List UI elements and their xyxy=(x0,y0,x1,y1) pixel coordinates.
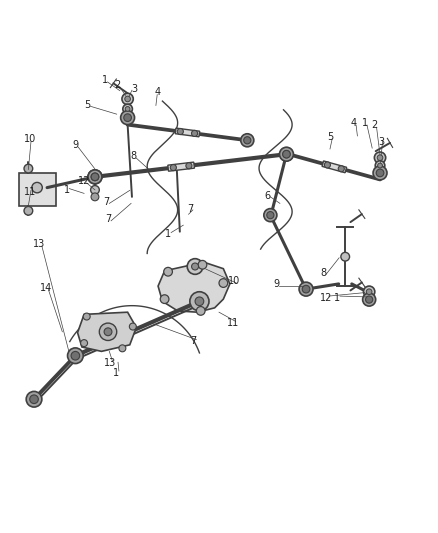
Text: 10: 10 xyxy=(24,134,36,144)
Circle shape xyxy=(378,163,382,168)
Circle shape xyxy=(377,155,383,160)
Text: 12: 12 xyxy=(78,176,90,186)
Circle shape xyxy=(198,261,207,269)
Circle shape xyxy=(99,323,117,341)
Text: 1: 1 xyxy=(334,293,340,303)
Circle shape xyxy=(123,104,132,114)
Text: 7: 7 xyxy=(191,336,197,346)
Text: 1: 1 xyxy=(113,368,119,378)
Circle shape xyxy=(190,292,209,311)
Text: 7: 7 xyxy=(105,214,112,224)
Text: 14: 14 xyxy=(40,283,52,293)
Text: 1: 1 xyxy=(102,75,108,85)
Circle shape xyxy=(67,348,83,364)
Circle shape xyxy=(83,313,90,320)
Circle shape xyxy=(376,169,384,177)
Text: 13: 13 xyxy=(33,239,46,249)
Circle shape xyxy=(170,165,177,171)
Circle shape xyxy=(244,136,251,144)
Text: 9: 9 xyxy=(273,279,279,289)
Circle shape xyxy=(374,152,386,163)
Circle shape xyxy=(196,306,205,315)
Circle shape xyxy=(119,345,126,352)
Circle shape xyxy=(364,286,375,297)
Circle shape xyxy=(91,173,99,181)
Text: 10: 10 xyxy=(228,276,240,286)
Text: 8: 8 xyxy=(131,151,137,161)
Text: 5: 5 xyxy=(327,132,334,142)
Circle shape xyxy=(299,282,313,296)
Circle shape xyxy=(283,151,290,158)
Circle shape xyxy=(104,328,112,336)
Circle shape xyxy=(81,340,88,346)
Circle shape xyxy=(91,193,99,201)
Circle shape xyxy=(164,268,173,276)
Text: 4: 4 xyxy=(154,87,160,98)
FancyBboxPatch shape xyxy=(19,173,56,206)
Text: 1: 1 xyxy=(362,118,368,128)
Circle shape xyxy=(191,263,198,270)
Circle shape xyxy=(338,166,344,172)
Text: 6: 6 xyxy=(265,191,271,200)
Text: 13: 13 xyxy=(104,358,116,368)
Circle shape xyxy=(125,96,131,102)
Text: 8: 8 xyxy=(320,268,326,278)
Circle shape xyxy=(129,323,136,330)
Text: 3: 3 xyxy=(378,137,384,147)
Circle shape xyxy=(88,170,102,184)
Circle shape xyxy=(30,395,39,403)
Text: 11: 11 xyxy=(227,318,239,328)
Bar xyxy=(168,162,194,171)
Circle shape xyxy=(375,161,385,171)
Text: 1: 1 xyxy=(166,229,172,239)
Text: 4: 4 xyxy=(350,118,357,128)
Circle shape xyxy=(366,289,372,295)
Text: 9: 9 xyxy=(72,140,78,150)
Text: 11: 11 xyxy=(24,187,36,197)
Polygon shape xyxy=(158,262,230,312)
Circle shape xyxy=(186,163,192,169)
Circle shape xyxy=(71,351,80,360)
Circle shape xyxy=(279,147,293,161)
Text: 3: 3 xyxy=(131,84,138,94)
Circle shape xyxy=(187,259,203,274)
Circle shape xyxy=(191,131,198,136)
Circle shape xyxy=(302,285,310,293)
Circle shape xyxy=(325,162,330,168)
Text: 7: 7 xyxy=(187,204,194,214)
Circle shape xyxy=(91,173,99,181)
Circle shape xyxy=(24,164,33,173)
Text: 2: 2 xyxy=(372,120,378,131)
Circle shape xyxy=(280,148,293,161)
Circle shape xyxy=(32,182,42,193)
Circle shape xyxy=(177,128,184,134)
Circle shape xyxy=(241,134,254,147)
Circle shape xyxy=(341,252,350,261)
Circle shape xyxy=(160,295,169,303)
Circle shape xyxy=(124,114,131,122)
Circle shape xyxy=(373,166,387,180)
Circle shape xyxy=(125,107,130,111)
Circle shape xyxy=(363,293,376,306)
Circle shape xyxy=(283,150,290,158)
Circle shape xyxy=(195,297,204,305)
Polygon shape xyxy=(78,312,136,351)
Circle shape xyxy=(366,296,373,303)
Circle shape xyxy=(219,279,228,287)
Circle shape xyxy=(122,93,133,104)
Circle shape xyxy=(120,111,134,125)
Circle shape xyxy=(24,206,33,215)
Circle shape xyxy=(264,208,277,222)
Circle shape xyxy=(91,185,99,194)
Circle shape xyxy=(26,391,42,407)
Bar xyxy=(322,161,346,173)
Circle shape xyxy=(88,170,102,184)
Text: 2: 2 xyxy=(114,80,120,90)
Circle shape xyxy=(267,212,274,219)
Bar xyxy=(175,128,200,137)
Text: 12: 12 xyxy=(320,293,332,303)
Text: 5: 5 xyxy=(84,100,90,110)
Text: 1: 1 xyxy=(64,185,70,195)
Text: 7: 7 xyxy=(104,197,110,207)
